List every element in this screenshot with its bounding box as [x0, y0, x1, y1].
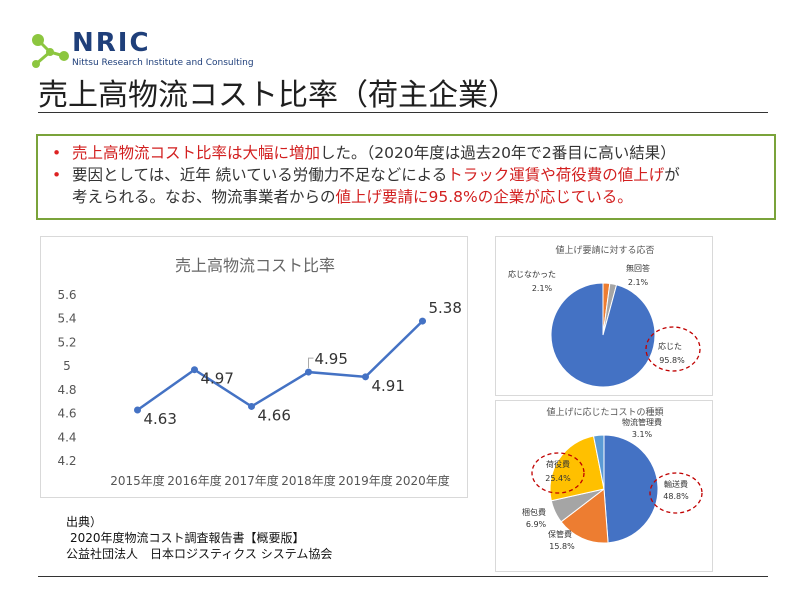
data-point	[305, 368, 312, 376]
slice-label: 応じた	[658, 341, 682, 351]
data-label: 4.95	[315, 350, 348, 368]
summary-text: 要因としては、近年 続いている労働力不足などによるトラック運賃や荷役費の値上げが	[72, 166, 680, 184]
slice-label: 保管費	[548, 529, 572, 539]
data-point	[248, 402, 255, 410]
y-tick-label: 4.6	[57, 407, 76, 421]
y-tick-label: 5.2	[57, 335, 76, 349]
series-line	[136, 320, 424, 412]
slice-label: 輸送費	[664, 479, 688, 489]
chart-title: 値上げ要請に対する応否	[555, 244, 654, 256]
title-divider	[38, 112, 768, 113]
slice-label: 応じなかった	[508, 269, 556, 279]
data-label: 4.63	[144, 410, 177, 428]
slice-label: 2.1%	[532, 284, 553, 293]
pie-chart-response-panel: 値上げ要請に対する応否応じなかった 2.1% 無回答 2.1% 応じた 95.8%	[495, 236, 713, 396]
summary-segment: が	[664, 166, 680, 184]
slice-label: 6.9%	[526, 520, 547, 529]
line-chart-panel: 売上高物流コスト比率 5.6 5.4 5.2 5 4.8 4.6 4.4 4.2 2015年度 20…	[40, 236, 468, 498]
pie-slice	[592, 434, 605, 490]
source-note: 出典） 2020年度物流コスト調査報告書【概要版】 公益社団法人 日本ロジスティ…	[66, 514, 332, 562]
summary-line-2: • 要因としては、近年 続いている労働力不足などによるトラック運賃や荷役費の値上…	[48, 164, 764, 186]
x-tick-label: 2019年度	[338, 473, 393, 488]
y-tick-label: 5	[63, 359, 71, 373]
y-tick-label: 4.8	[57, 383, 76, 397]
data-point	[134, 406, 141, 414]
pie-chart-cost-type-panel: 値上げに応じたコストの種類 物流管理費 3.1% 輸送費 48.8% 荷役費 25.4% 梱包…	[495, 400, 713, 572]
slice-label: 無回答	[626, 263, 650, 273]
bullet-icon: •	[52, 166, 62, 184]
data-point	[362, 373, 369, 381]
highlight-circle	[645, 326, 701, 372]
summary-line-3: 考えられる。なお、物流事業者からの値上げ要請に95.8%の企業が応じている。	[48, 186, 764, 208]
summary-box: • 売上高物流コスト比率は大幅に増加した。（2020年度は過去20年で2番目に高…	[36, 134, 776, 220]
summary-emphasis: 売上高物流コスト比率は大幅に増加	[72, 144, 321, 162]
slice-label: 物流管理費	[622, 417, 662, 427]
x-tick-label: 2016年度	[167, 473, 222, 488]
summary-emphasis: トラック運賃や荷役費の値上げ	[447, 166, 665, 184]
bottom-divider	[38, 576, 768, 577]
logo-subtitle: Nittsu Research Institute and Consulting	[72, 58, 254, 68]
bullet-icon: •	[52, 144, 62, 162]
pie-slice	[549, 435, 605, 502]
chart-title: 売上高物流コスト比率	[175, 256, 335, 275]
y-tick-label: 4.2	[57, 454, 76, 468]
slice-label: 25.4%	[545, 474, 571, 483]
data-label: 5.38	[429, 299, 462, 317]
slice-label: 15.8%	[549, 542, 575, 551]
data-label: 4.66	[258, 406, 291, 424]
slice-label: 95.8%	[659, 356, 685, 365]
summary-segment: 考えられる。なお、物流事業者からの	[72, 188, 336, 206]
logo-molecule-icon	[32, 34, 69, 68]
chart-title: 値上げに応じたコストの種類	[546, 406, 663, 418]
slice-label: 荷役費	[546, 459, 570, 469]
data-label: 4.91	[372, 377, 405, 395]
source-line-2: 公益社団法人 日本ロジスティクス システム協会	[66, 547, 333, 561]
summary-text: 売上高物流コスト比率は大幅に増加した。（2020年度は過去20年で2番目に高い結…	[72, 144, 676, 162]
summary-segment: 要因としては、近年 続いている労働力不足などによる	[72, 166, 448, 184]
source-line-1: 2020年度物流コスト調査報告書【概要版】	[70, 531, 305, 545]
x-tick-label: 2020年度	[395, 473, 450, 488]
source-heading: 出典）	[66, 515, 103, 529]
slice-label: 3.1%	[632, 430, 653, 439]
nric-logo: NRIC Nittsu Research Institute and Consu…	[28, 26, 328, 74]
logo-wordmark: NRIC	[72, 28, 151, 58]
y-tick-label: 4.4	[57, 430, 76, 444]
x-tick-label: 2018年度	[281, 473, 336, 488]
highlight-circle	[649, 472, 703, 514]
x-tick-label: 2015年度	[110, 473, 165, 488]
data-label: 4.97	[201, 370, 234, 388]
data-point	[419, 317, 426, 325]
y-tick-label: 5.6	[57, 288, 76, 302]
highlight-circle	[531, 452, 585, 494]
x-tick-label: 2017年度	[224, 473, 279, 488]
page-title: 売上高物流コスト比率（荷主企業）	[38, 78, 518, 113]
pie-slice	[550, 282, 656, 388]
summary-emphasis: 値上げ要請に95.8%の企業が応じている。	[335, 188, 633, 206]
data-point	[191, 366, 198, 374]
slice-label: 2.1%	[628, 278, 649, 287]
summary-segment: した。（2020年度は過去20年で2番目に高い結果）	[320, 144, 676, 162]
y-tick-label: 5.4	[57, 312, 76, 326]
pie-slice	[603, 434, 659, 544]
label-leader	[308, 357, 314, 369]
slice-label: 梱包費	[522, 507, 546, 517]
pie-slice	[560, 488, 609, 544]
slice-label: 48.8%	[663, 492, 689, 501]
summary-text: 考えられる。なお、物流事業者からの値上げ要請に95.8%の企業が応じている。	[72, 188, 633, 206]
summary-line-1: • 売上高物流コスト比率は大幅に増加した。（2020年度は過去20年で2番目に高…	[48, 142, 764, 164]
